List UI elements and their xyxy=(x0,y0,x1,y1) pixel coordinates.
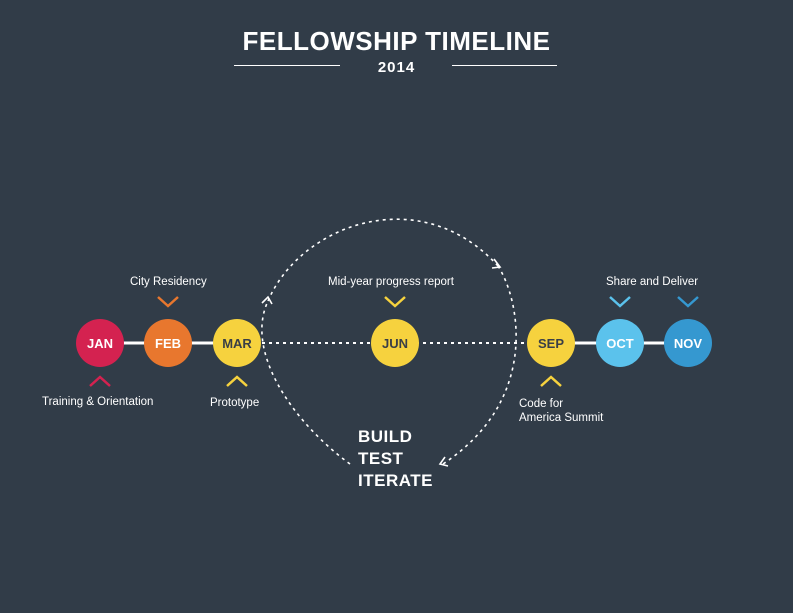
month-node-mar: MAR xyxy=(213,319,261,367)
milestone-share: Share and Deliver xyxy=(606,276,699,288)
month-label: SEP xyxy=(537,335,564,351)
arrowhead-bottom-icon xyxy=(438,456,449,467)
page-subtitle-year: 2014 xyxy=(377,59,416,76)
month-node-jan: JAN xyxy=(76,319,124,367)
month-label: MAR xyxy=(222,335,252,351)
milestone-midyear: Mid-year progress report xyxy=(328,276,454,288)
chevron-up-training-icon xyxy=(89,375,111,387)
chevron-down-share-oct-icon xyxy=(609,296,631,308)
milestone-summit-line1: Code for xyxy=(519,398,564,410)
milestone-prototype: Prototype xyxy=(210,397,260,409)
cycle-arc-top xyxy=(267,218,499,302)
month-node-nov: NOV xyxy=(664,319,712,367)
month-label: JAN xyxy=(86,335,113,351)
chevron-down-midyear-icon xyxy=(384,296,406,308)
month-node-jun: JUN xyxy=(371,319,419,367)
cycle-arc-right xyxy=(442,265,517,465)
month-label: JUN xyxy=(381,335,408,351)
chevron-up-summit-icon xyxy=(540,375,562,387)
cycle-iterate: ITERATE xyxy=(358,471,433,490)
month-node-sep: SEP xyxy=(527,319,575,367)
arrowhead-top-right-icon xyxy=(491,258,502,269)
title-rule-left xyxy=(234,65,340,66)
chevron-down-share-nov-icon xyxy=(677,296,699,308)
arrowhead-top-left-icon xyxy=(261,295,273,305)
milestone-city-residency: City Residency xyxy=(130,276,207,288)
month-node-oct: OCT xyxy=(596,319,644,367)
chevron-down-city-residency-icon xyxy=(157,296,179,308)
cycle-arc-left xyxy=(261,300,351,465)
page-title: FELLOWSHIP TIMELINE xyxy=(242,26,551,56)
cycle-label: BUILD TEST ITERATE xyxy=(358,426,433,492)
month-label: NOV xyxy=(673,335,703,351)
month-node-feb: FEB xyxy=(144,319,192,367)
cycle-test: TEST xyxy=(358,449,404,468)
cycle-build: BUILD xyxy=(358,427,413,446)
month-label: OCT xyxy=(606,335,634,351)
chevron-up-prototype-icon xyxy=(226,375,248,387)
title-rule-right xyxy=(452,65,557,66)
month-label: FEB xyxy=(155,335,181,351)
milestone-summit-line2: America Summit xyxy=(519,412,604,424)
milestone-training: Training & Orientation xyxy=(42,396,154,408)
